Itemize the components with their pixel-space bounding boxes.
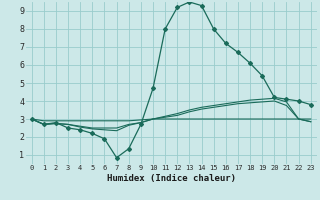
X-axis label: Humidex (Indice chaleur): Humidex (Indice chaleur): [107, 174, 236, 183]
